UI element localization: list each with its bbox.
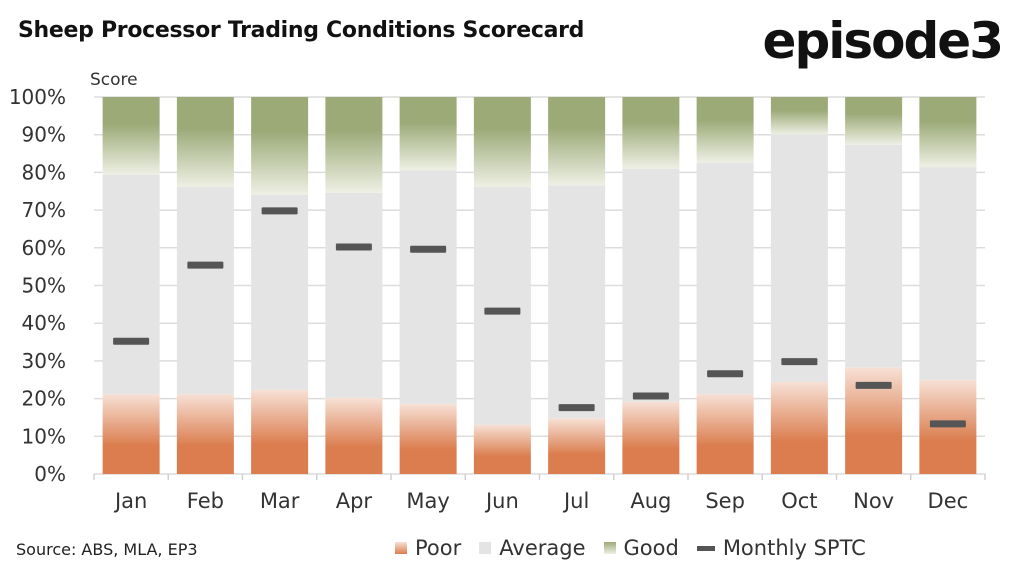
- y-tick-label: 30%: [22, 349, 66, 373]
- sptc-marker-nov: [855, 381, 892, 389]
- bar-poor-sep: [696, 394, 754, 474]
- bar-average-jul: [548, 185, 606, 419]
- bar-average-sep: [696, 162, 754, 395]
- bar-good-jun: [473, 97, 531, 188]
- y-tick-label: 0%: [34, 462, 66, 486]
- bar-good-feb: [176, 97, 234, 188]
- bar-poor-mar: [251, 389, 309, 474]
- x-tick-label: Nov: [853, 489, 894, 513]
- legend-label: Average: [499, 536, 586, 560]
- legend-item-good: Good: [603, 536, 679, 560]
- bar-poor-jun: [473, 424, 531, 474]
- x-tick-label: May: [406, 489, 449, 513]
- y-tick-label: 50%: [22, 274, 66, 298]
- bar-average-nov: [845, 144, 903, 368]
- bar-average-aug: [622, 168, 680, 402]
- legend-label: Monthly SPTC: [722, 536, 866, 560]
- source-note: Source: ABS, MLA, EP3: [16, 540, 198, 559]
- average-swatch: [479, 542, 492, 554]
- sptc-dash-swatch: [696, 545, 715, 551]
- bar-good-mar: [251, 97, 309, 195]
- sptc-marker-sep: [707, 370, 744, 378]
- sptc-marker-jan: [113, 337, 150, 345]
- sptc-marker-feb: [187, 261, 224, 269]
- y-tick-label: 10%: [22, 424, 66, 448]
- y-axis-label: Score: [90, 70, 138, 90]
- bar-good-sep: [696, 97, 754, 163]
- legend-item-sptc: Monthly SPTC: [696, 536, 866, 560]
- legend-label: Poor: [415, 536, 462, 560]
- y-tick-label: 20%: [22, 387, 66, 411]
- y-tick-label: 100%: [9, 85, 66, 109]
- y-tick-label: 90%: [22, 123, 66, 147]
- x-tick-label: Apr: [336, 489, 373, 513]
- bar-good-jan: [102, 97, 160, 175]
- bar-good-aug: [622, 97, 680, 169]
- x-tick-label: Dec: [928, 489, 969, 513]
- bar-poor-oct: [770, 382, 828, 474]
- sptc-marker-aug: [632, 392, 669, 400]
- bar-average-jan: [102, 174, 160, 395]
- x-tick-label: Jul: [562, 489, 589, 513]
- x-tick-label: Mar: [260, 489, 300, 513]
- poor-swatch: [395, 542, 407, 554]
- sptc-marker-jun: [484, 307, 521, 315]
- legend-item-poor: Poor: [395, 536, 461, 560]
- sptc-marker-may: [410, 245, 447, 253]
- x-tick-label: Jan: [113, 489, 147, 513]
- x-tick-label: Feb: [187, 489, 224, 513]
- bar-good-nov: [845, 97, 903, 145]
- sptc-marker-apr: [335, 243, 372, 251]
- bar-poor-jan: [102, 394, 160, 474]
- y-tick-label: 70%: [22, 198, 66, 222]
- bar-average-may: [399, 170, 457, 404]
- y-tick-label: 80%: [22, 160, 66, 184]
- bar-poor-jul: [548, 418, 606, 474]
- episode3-logo: episode3: [762, 12, 1004, 70]
- bar-average-jun: [473, 187, 531, 425]
- bar-poor-may: [399, 403, 457, 474]
- x-tick-label: Sep: [705, 489, 745, 513]
- legend-label: Good: [623, 536, 679, 560]
- x-tick-label: Aug: [630, 489, 671, 513]
- legend: Poor Average Good Monthly SPTC: [395, 536, 866, 560]
- sptc-marker-jul: [558, 404, 595, 412]
- bar-average-mar: [251, 194, 309, 390]
- bar-average-dec: [919, 167, 977, 380]
- bar-poor-feb: [176, 394, 234, 474]
- bar-poor-apr: [325, 397, 383, 474]
- sptc-marker-mar: [261, 207, 298, 215]
- bar-average-oct: [770, 134, 828, 383]
- legend-item-average: Average: [479, 536, 586, 560]
- bar-average-feb: [176, 187, 234, 395]
- bar-good-jul: [548, 97, 606, 186]
- x-tick-label: Oct: [781, 489, 817, 513]
- sptc-marker-oct: [781, 358, 818, 366]
- bar-poor-aug: [622, 401, 680, 474]
- bar-good-dec: [919, 97, 977, 168]
- sptc-marker-dec: [929, 420, 966, 428]
- bar-average-apr: [325, 192, 383, 398]
- x-tick-label: Jun: [484, 489, 519, 513]
- chart-title: Sheep Processor Trading Conditions Score…: [18, 18, 585, 43]
- bar-good-may: [399, 97, 457, 171]
- good-swatch: [603, 542, 616, 554]
- bar-good-apr: [325, 97, 383, 193]
- y-tick-label: 60%: [22, 236, 66, 260]
- y-tick-label: 40%: [22, 311, 66, 335]
- bar-good-oct: [770, 97, 828, 135]
